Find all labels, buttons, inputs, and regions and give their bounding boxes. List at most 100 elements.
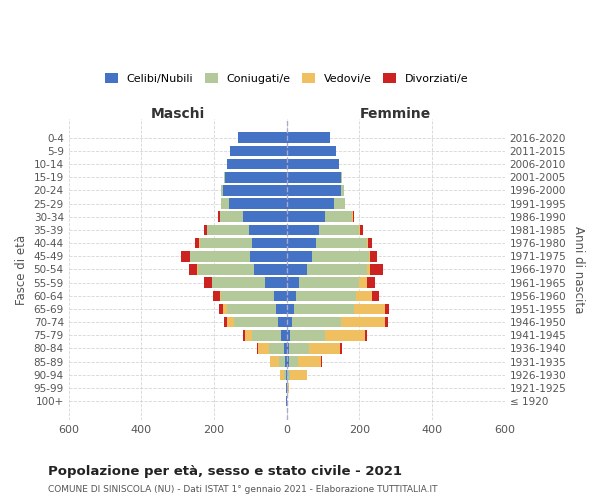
Bar xyxy=(287,304,294,314)
Bar xyxy=(281,330,287,340)
Text: Femmine: Femmine xyxy=(360,106,431,120)
Bar xyxy=(284,343,287,353)
Bar xyxy=(287,185,341,196)
Bar xyxy=(271,356,280,367)
Bar xyxy=(252,330,281,340)
Bar xyxy=(203,278,212,288)
Bar xyxy=(290,330,325,340)
Bar xyxy=(250,251,287,262)
Bar xyxy=(287,290,296,301)
Bar xyxy=(287,212,325,222)
Text: Maschi: Maschi xyxy=(151,106,205,120)
Bar xyxy=(287,132,331,143)
Bar xyxy=(341,185,344,196)
Bar xyxy=(287,343,289,353)
Bar xyxy=(365,330,367,340)
Bar xyxy=(359,278,367,288)
Bar xyxy=(189,264,197,274)
Bar xyxy=(370,251,377,262)
Bar xyxy=(227,317,234,328)
Bar xyxy=(259,343,269,353)
Bar xyxy=(280,370,284,380)
Bar xyxy=(289,343,309,353)
Bar xyxy=(227,159,287,170)
Bar xyxy=(340,343,341,353)
Bar xyxy=(287,382,289,394)
Bar xyxy=(280,356,285,367)
Bar xyxy=(385,304,389,314)
Bar xyxy=(287,317,292,328)
Bar xyxy=(278,317,287,328)
Bar xyxy=(307,264,367,274)
Bar xyxy=(221,290,274,301)
Bar xyxy=(274,290,287,301)
Bar xyxy=(219,304,223,314)
Bar xyxy=(290,370,307,380)
Bar xyxy=(316,238,367,248)
Bar xyxy=(341,172,342,182)
Bar xyxy=(200,238,252,248)
Bar xyxy=(230,146,287,156)
Bar xyxy=(287,159,340,170)
Bar xyxy=(341,317,385,328)
Bar xyxy=(257,343,259,353)
Bar xyxy=(356,290,372,301)
Bar xyxy=(385,317,388,328)
Bar xyxy=(289,356,298,367)
Bar xyxy=(325,212,352,222)
Bar xyxy=(243,212,287,222)
Bar xyxy=(265,278,287,288)
Bar xyxy=(309,343,340,353)
Bar xyxy=(354,304,385,314)
Bar xyxy=(367,238,368,248)
Bar xyxy=(367,264,370,274)
Bar xyxy=(181,251,190,262)
Bar xyxy=(190,251,250,262)
Text: Popolazione per età, sesso e stato civile - 2021: Popolazione per età, sesso e stato civil… xyxy=(48,465,402,478)
Bar xyxy=(287,146,336,156)
Bar xyxy=(287,224,319,235)
Bar xyxy=(287,278,299,288)
Bar xyxy=(224,317,227,328)
Bar xyxy=(360,224,363,235)
Bar xyxy=(312,251,368,262)
Bar xyxy=(287,264,307,274)
Bar xyxy=(287,370,290,380)
Bar xyxy=(207,224,248,235)
Y-axis label: Fasce di età: Fasce di età xyxy=(15,234,28,304)
Bar xyxy=(224,172,225,182)
Bar xyxy=(368,238,372,248)
Bar xyxy=(287,172,341,182)
Bar xyxy=(334,198,345,209)
Bar xyxy=(218,212,220,222)
Bar xyxy=(197,264,254,274)
Bar xyxy=(223,304,227,314)
Bar xyxy=(229,198,287,209)
Bar xyxy=(287,198,334,209)
Bar xyxy=(234,317,278,328)
Bar xyxy=(252,238,287,248)
Bar xyxy=(287,356,289,367)
Bar xyxy=(254,264,287,274)
Y-axis label: Anni di nascita: Anni di nascita xyxy=(572,226,585,313)
Bar xyxy=(370,264,383,274)
Bar xyxy=(227,304,276,314)
Bar xyxy=(238,132,287,143)
Bar xyxy=(195,238,199,248)
Bar xyxy=(296,290,356,301)
Text: COMUNE DI SINISCOLA (NU) - Dati ISTAT 1° gennaio 2021 - Elaborazione TUTTITALIA.: COMUNE DI SINISCOLA (NU) - Dati ISTAT 1°… xyxy=(48,485,437,494)
Bar xyxy=(223,185,287,196)
Bar xyxy=(287,238,316,248)
Bar xyxy=(225,172,287,182)
Bar xyxy=(221,198,229,209)
Bar xyxy=(287,251,312,262)
Bar xyxy=(243,330,245,340)
Bar xyxy=(367,278,375,288)
Bar xyxy=(284,370,286,380)
Bar xyxy=(372,290,379,301)
Bar xyxy=(221,185,223,196)
Bar xyxy=(359,224,360,235)
Bar xyxy=(287,330,290,340)
Bar xyxy=(269,343,284,353)
Legend: Celibi/Nubili, Coniugati/e, Vedovi/e, Divorziati/e: Celibi/Nubili, Coniugati/e, Vedovi/e, Di… xyxy=(101,70,472,87)
